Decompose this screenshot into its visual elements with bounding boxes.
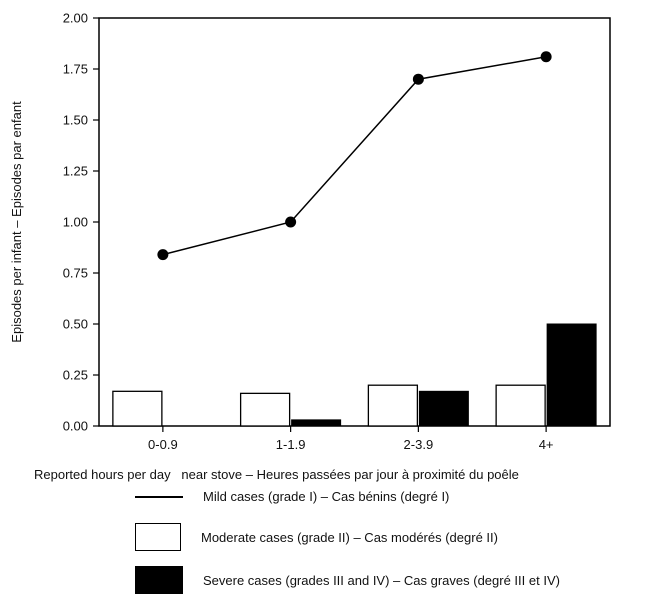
- bar-severe: [418, 390, 469, 427]
- line-mild: [162, 56, 547, 256]
- y-tick-label: 1.75: [63, 62, 88, 77]
- bar-moderate: [495, 384, 546, 427]
- bar-severe: [291, 419, 342, 427]
- y-tick-label: 0.25: [63, 368, 88, 383]
- x-tick-label: 0-0.9: [148, 437, 178, 452]
- point-mild: [540, 51, 552, 63]
- y-tick-label: 0.00: [63, 419, 88, 434]
- point-mild: [157, 249, 169, 261]
- plot-frame: [98, 17, 611, 427]
- x-tick-label: 2-3.9: [404, 437, 434, 452]
- y-tick-label: 0.75: [63, 266, 88, 281]
- bar-severe: [546, 323, 597, 427]
- point-mild: [412, 73, 424, 85]
- y-tick-label: 0.50: [63, 317, 88, 332]
- x-tick-label: 1-1.9: [276, 437, 306, 452]
- y-tick-label: 1.25: [63, 164, 88, 179]
- y-axis-title: Episodes per infant – Episodes par enfan…: [9, 101, 24, 343]
- x-axis-title: Reported hours per day near stove – Heur…: [34, 467, 519, 482]
- y-tick-label: 1.50: [63, 113, 88, 128]
- y-tick-label: 2.00: [63, 11, 88, 26]
- bar-moderate: [367, 384, 419, 427]
- x-tick-label: 4+: [539, 437, 554, 452]
- y-tick-label: 1.00: [63, 215, 88, 230]
- bar-moderate: [112, 390, 163, 427]
- point-mild: [285, 216, 297, 228]
- bar-moderate: [239, 392, 291, 427]
